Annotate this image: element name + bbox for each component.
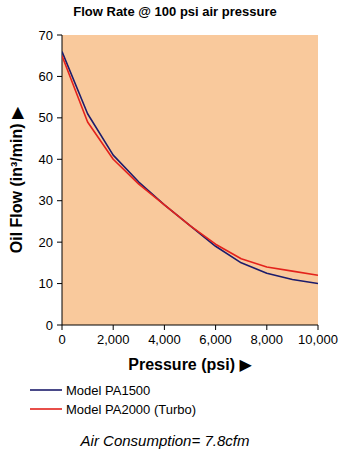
series-line: [62, 56, 318, 276]
chart: Flow Rate @ 100 psi air pressure 0 10 20 30 4…: [0, 0, 350, 470]
tick: [113, 325, 114, 330]
tick-label: 0: [58, 332, 65, 347]
tick: [318, 325, 319, 330]
tick-label: 10,000: [298, 332, 338, 347]
legend-swatch: [30, 408, 62, 410]
annotation: Air Consumption= 7.8cfm: [80, 432, 250, 449]
tick: [57, 242, 62, 243]
x-axis-label: Pressure (psi) ▶: [128, 356, 252, 373]
series-group: [62, 52, 318, 284]
y-axis: [62, 35, 63, 325]
tick-label: 60: [39, 69, 53, 84]
y-axis-label: Oil Flow (in³/min) ▶: [8, 106, 25, 253]
series-line: [62, 52, 318, 284]
tick: [266, 325, 267, 330]
tick-label: 4,000: [148, 332, 181, 347]
tick-label: 50: [39, 110, 53, 125]
tick-label: 6,000: [199, 332, 232, 347]
plot-background: [62, 35, 318, 325]
tick: [215, 325, 216, 330]
tick: [57, 159, 62, 160]
tick-label: 2,000: [97, 332, 130, 347]
tick: [57, 200, 62, 201]
x-axis: [62, 325, 318, 326]
tick: [62, 325, 63, 330]
legend-label: Model PA1500: [66, 383, 150, 398]
tick-label: 30: [39, 193, 53, 208]
tick-label: 10: [39, 276, 53, 291]
tick-label: 70: [39, 28, 53, 43]
tick-label: 20: [39, 235, 53, 250]
title: Flow Rate @ 100 psi air pressure: [73, 4, 276, 19]
tick: [57, 35, 62, 36]
tick: [57, 325, 62, 326]
tick-label: 8,000: [251, 332, 284, 347]
tick-label: 0: [46, 318, 53, 333]
tick: [164, 325, 165, 330]
tick: [57, 117, 62, 118]
legend-label: Model PA2000 (Turbo): [66, 402, 196, 417]
tick: [57, 76, 62, 77]
tick-label: 40: [39, 152, 53, 167]
legend-swatch: [30, 389, 62, 391]
tick: [57, 283, 62, 284]
